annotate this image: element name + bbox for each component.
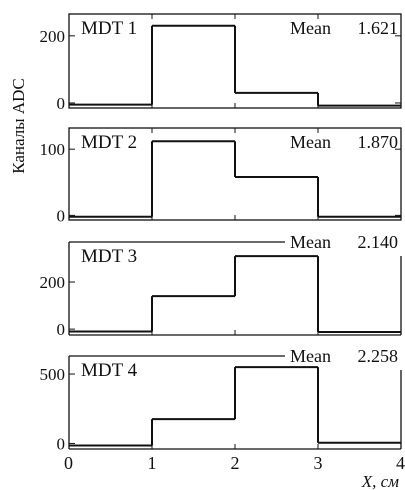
x-tick-label: 3: [314, 453, 323, 473]
panel-label: MDT 3: [81, 246, 137, 267]
x-axis: 0 1 2 3 4X, см: [64, 453, 405, 490]
panels-group: 0 200 MDT 1 Mean 1.621 0 100 MDT 2 Mean 1.870 0 200…: [40, 13, 402, 453]
y-tick-label: 0: [57, 434, 66, 453]
panel-4: 0 500 MDT 4 Mean 2.258: [40, 346, 402, 453]
x-tick-label: 4: [396, 453, 405, 473]
mean-label: Mean: [290, 132, 331, 152]
mean-label: Mean: [290, 232, 331, 252]
y-tick-label: 500: [40, 365, 66, 384]
y-axis-label: Каналы ADC: [9, 78, 28, 174]
y-tick-label: 100: [40, 140, 66, 159]
mean-value: 2.140: [358, 232, 399, 252]
panel-label: MDT 1: [81, 18, 137, 39]
mean-label: Mean: [290, 18, 331, 38]
x-axis-label: X, см: [361, 472, 399, 490]
mean-value: 2.258: [358, 346, 399, 366]
panel-2: 0 100 MDT 2 Mean 1.870: [40, 127, 402, 225]
y-tick-label: 0: [57, 94, 66, 113]
x-tick-label: 1: [148, 453, 157, 473]
y-tick-label: 200: [40, 27, 66, 46]
mean-value: 1.870: [358, 132, 399, 152]
panel-1: 0 200 MDT 1 Mean 1.621: [40, 13, 402, 113]
panel-label: MDT 2: [81, 132, 137, 153]
mean-value: 1.621: [358, 18, 399, 38]
mean-label: Mean: [290, 346, 331, 366]
panel-label: MDT 4: [81, 360, 138, 381]
x-tick-label: 2: [231, 453, 240, 473]
y-tick-label: 200: [40, 273, 66, 292]
y-tick-label: 0: [57, 320, 66, 339]
y-tick-label: 0: [57, 206, 66, 225]
panel-3: 0 200 MDT 3 Mean 2.140: [40, 232, 402, 339]
x-tick-label: 0: [64, 453, 73, 473]
